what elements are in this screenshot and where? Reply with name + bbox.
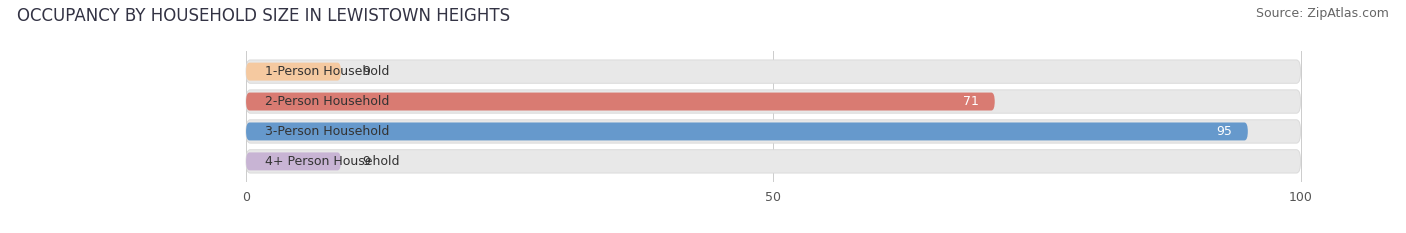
Text: 71: 71 — [963, 95, 979, 108]
FancyBboxPatch shape — [246, 60, 1301, 83]
FancyBboxPatch shape — [246, 93, 995, 110]
FancyBboxPatch shape — [246, 152, 342, 170]
FancyBboxPatch shape — [246, 123, 1249, 140]
FancyBboxPatch shape — [246, 63, 342, 81]
Text: 2-Person Household: 2-Person Household — [264, 95, 389, 108]
FancyBboxPatch shape — [246, 120, 1301, 143]
FancyBboxPatch shape — [246, 150, 1301, 173]
Text: 3-Person Household: 3-Person Household — [264, 125, 389, 138]
Text: 9: 9 — [363, 65, 370, 78]
Text: Source: ZipAtlas.com: Source: ZipAtlas.com — [1256, 7, 1389, 20]
Text: 95: 95 — [1216, 125, 1232, 138]
FancyBboxPatch shape — [246, 90, 1301, 113]
Text: OCCUPANCY BY HOUSEHOLD SIZE IN LEWISTOWN HEIGHTS: OCCUPANCY BY HOUSEHOLD SIZE IN LEWISTOWN… — [17, 7, 510, 25]
Text: 4+ Person Household: 4+ Person Household — [264, 155, 399, 168]
Text: 1-Person Household: 1-Person Household — [264, 65, 389, 78]
Text: 9: 9 — [363, 155, 370, 168]
